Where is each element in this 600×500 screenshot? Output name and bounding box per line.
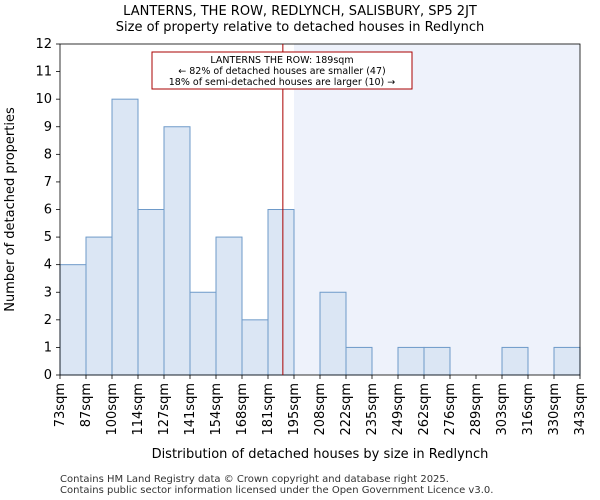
x-tick-label: 141sqm	[183, 383, 198, 436]
footer-licence: Contains public sector information licen…	[60, 485, 494, 496]
x-tick-label: 262sqm	[417, 383, 432, 436]
x-tick-label: 114sqm	[131, 383, 146, 436]
bar-208sqm	[319, 291, 347, 376]
x-tick-label: 127sqm	[157, 383, 172, 436]
bar-330sqm	[553, 346, 581, 376]
x-tick-label: 249sqm	[391, 383, 406, 436]
y-tick-label: 2	[44, 313, 52, 328]
bar-141sqm	[189, 291, 217, 376]
y-tick-label: 1	[44, 340, 52, 355]
annotation-box: LANTERNS THE ROW: 189sqm ← 82% of detach…	[151, 51, 413, 90]
bar-181sqm	[267, 209, 295, 376]
x-tick-label: 289sqm	[469, 383, 484, 436]
x-tick-label: 168sqm	[235, 383, 250, 436]
x-tick-label: 235sqm	[365, 383, 380, 436]
plot-frame	[59, 43, 581, 376]
annotation-line-3: 18% of semi-detached houses are larger (…	[169, 77, 396, 88]
annotation-line-1: LANTERNS THE ROW: 189sqm	[210, 55, 353, 66]
x-tick-label: 100sqm	[105, 383, 120, 436]
bar-154sqm	[215, 236, 243, 376]
chart-title: LANTERNS, THE ROW, REDLYNCH, SALISBURY, …	[123, 4, 477, 19]
x-tick-label: 276sqm	[443, 383, 458, 436]
y-axis-label: Number of detached properties	[3, 107, 18, 312]
x-tick-label: 208sqm	[313, 383, 328, 436]
annotation-frame	[151, 51, 413, 90]
bar-87sqm	[85, 236, 113, 376]
footer-copyright: Contains HM Land Registry data © Crown c…	[60, 474, 449, 485]
y-tick-label: 6	[44, 203, 52, 218]
x-tick-label: 181sqm	[261, 383, 276, 436]
x-tick-label: 195sqm	[287, 383, 302, 436]
bar-222sqm	[345, 346, 373, 376]
bar-100sqm	[111, 98, 139, 376]
chart-subtitle: Size of property relative to detached ho…	[115, 20, 485, 35]
bar-249sqm	[397, 346, 425, 376]
x-tick-label: 303sqm	[495, 383, 510, 436]
y-tick-label: 5	[44, 230, 52, 245]
x-tick-label: 316sqm	[521, 383, 536, 436]
y-tick-label: 4	[44, 258, 52, 273]
y-tick-label: 10	[35, 92, 52, 107]
bar-168sqm	[241, 319, 269, 376]
y-tick-label: 8	[44, 147, 52, 162]
y-tick-label: 9	[44, 120, 52, 135]
y-tick-label: 12	[35, 37, 52, 52]
x-tick-label: 222sqm	[339, 383, 354, 436]
x-tick-label: 330sqm	[547, 383, 562, 436]
bar-114sqm	[137, 209, 165, 376]
x-tick-label: 154sqm	[209, 383, 224, 436]
bar-303sqm	[501, 346, 529, 376]
x-tick-label: 73sqm	[53, 383, 68, 427]
bar-127sqm	[163, 126, 191, 376]
bar-73sqm	[59, 264, 87, 376]
y-tick-label: 7	[44, 175, 52, 190]
annotation-line-2: ← 82% of detached houses are smaller (47…	[178, 66, 385, 77]
y-tick-label: 0	[44, 368, 52, 383]
bar-262sqm	[423, 346, 451, 376]
y-tick-label: 3	[44, 285, 52, 300]
x-axis-label: Distribution of detached houses by size …	[152, 447, 489, 462]
x-tick-label: 343sqm	[573, 383, 588, 436]
x-tick-label: 87sqm	[79, 383, 94, 427]
y-tick-label: 11	[35, 65, 52, 80]
